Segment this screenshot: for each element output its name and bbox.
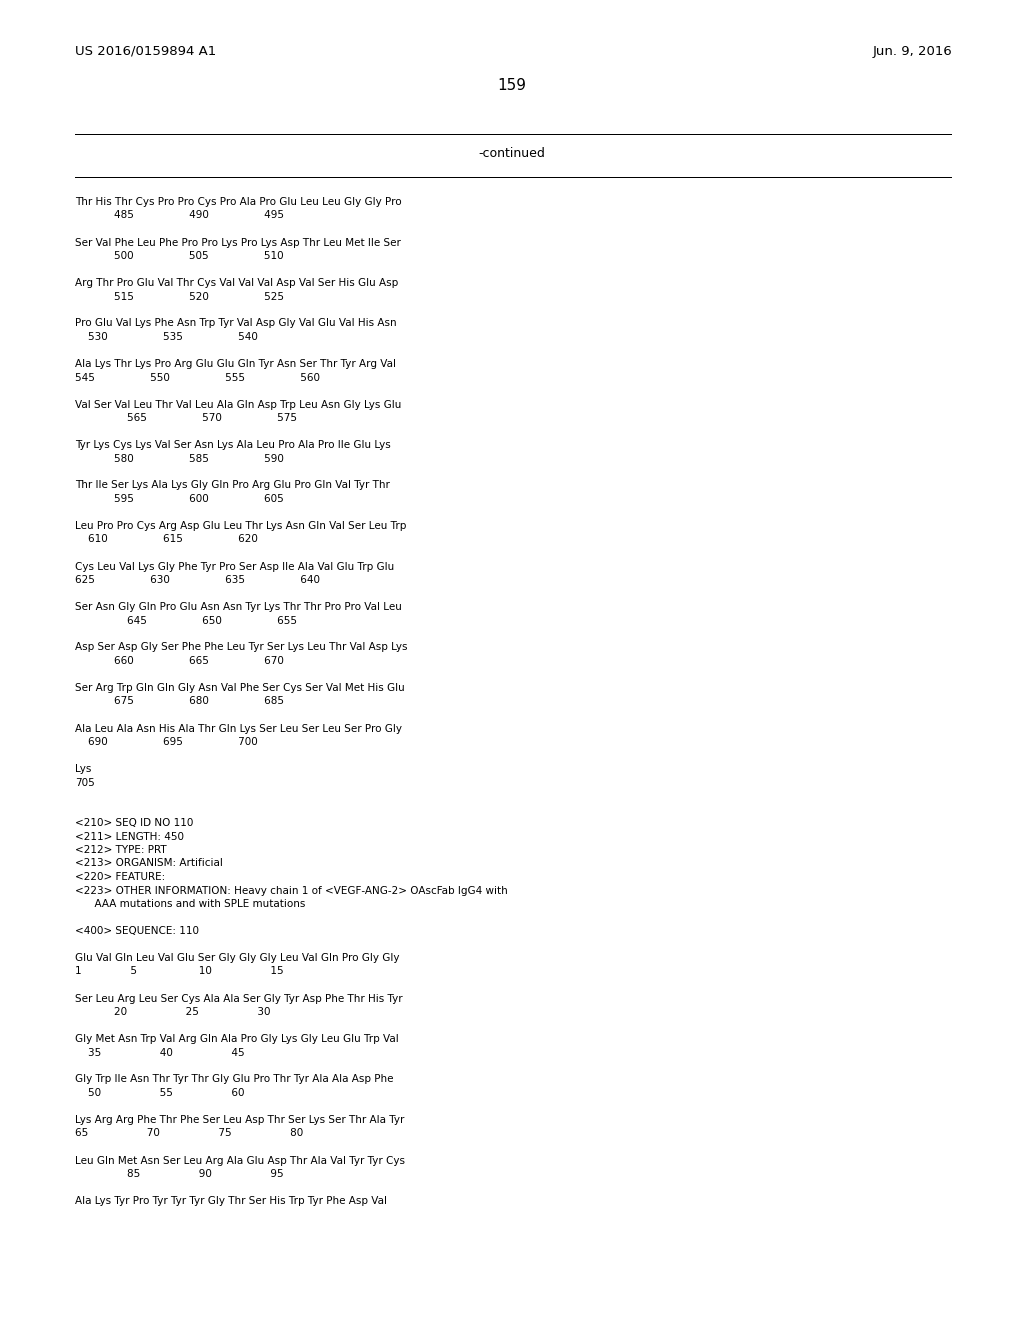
Text: Thr His Thr Cys Pro Pro Cys Pro Ala Pro Glu Leu Leu Gly Gly Pro: Thr His Thr Cys Pro Pro Cys Pro Ala Pro … [75,197,401,207]
Text: 645                 650                 655: 645 650 655 [75,615,297,626]
Text: 159: 159 [498,78,526,92]
Text: Ala Lys Thr Lys Pro Arg Glu Glu Gln Tyr Asn Ser Thr Tyr Arg Val: Ala Lys Thr Lys Pro Arg Glu Glu Gln Tyr … [75,359,396,370]
Text: 675                 680                 685: 675 680 685 [75,697,284,706]
Text: <210> SEQ ID NO 110: <210> SEQ ID NO 110 [75,818,194,828]
Text: Tyr Lys Cys Lys Val Ser Asn Lys Ala Leu Pro Ala Pro Ile Glu Lys: Tyr Lys Cys Lys Val Ser Asn Lys Ala Leu … [75,440,391,450]
Text: 500                 505                 510: 500 505 510 [75,251,284,261]
Text: 705: 705 [75,777,95,788]
Text: 1               5                   10                  15: 1 5 10 15 [75,966,284,977]
Text: Gly Trp Ile Asn Thr Tyr Thr Gly Glu Pro Thr Tyr Ala Ala Asp Phe: Gly Trp Ile Asn Thr Tyr Thr Gly Glu Pro … [75,1074,393,1085]
Text: Lys Arg Arg Phe Thr Phe Ser Leu Asp Thr Ser Lys Ser Thr Ala Tyr: Lys Arg Arg Phe Thr Phe Ser Leu Asp Thr … [75,1115,404,1125]
Text: -continued: -continued [478,147,546,160]
Text: 580                 585                 590: 580 585 590 [75,454,284,463]
Text: Asp Ser Asp Gly Ser Phe Phe Leu Tyr Ser Lys Leu Thr Val Asp Lys: Asp Ser Asp Gly Ser Phe Phe Leu Tyr Ser … [75,643,408,652]
Text: AAA mutations and with SPLE mutations: AAA mutations and with SPLE mutations [75,899,305,909]
Text: Cys Leu Val Lys Gly Phe Tyr Pro Ser Asp Ile Ala Val Glu Trp Glu: Cys Leu Val Lys Gly Phe Tyr Pro Ser Asp … [75,561,394,572]
Text: Ala Lys Tyr Pro Tyr Tyr Tyr Gly Thr Ser His Trp Tyr Phe Asp Val: Ala Lys Tyr Pro Tyr Tyr Tyr Gly Thr Ser … [75,1196,387,1206]
Text: Thr Ile Ser Lys Ala Lys Gly Gln Pro Arg Glu Pro Gln Val Tyr Thr: Thr Ile Ser Lys Ala Lys Gly Gln Pro Arg … [75,480,390,491]
Text: Lys: Lys [75,764,91,774]
Text: 485                 490                 495: 485 490 495 [75,210,284,220]
Text: <212> TYPE: PRT: <212> TYPE: PRT [75,845,167,855]
Text: Pro Glu Val Lys Phe Asn Trp Tyr Val Asp Gly Val Glu Val His Asn: Pro Glu Val Lys Phe Asn Trp Tyr Val Asp … [75,318,396,329]
Text: Jun. 9, 2016: Jun. 9, 2016 [872,45,952,58]
Text: 35                  40                  45: 35 40 45 [75,1048,245,1057]
Text: Leu Pro Pro Cys Arg Asp Glu Leu Thr Lys Asn Gln Val Ser Leu Trp: Leu Pro Pro Cys Arg Asp Glu Leu Thr Lys … [75,521,407,531]
Text: 690                 695                 700: 690 695 700 [75,737,258,747]
Text: Val Ser Val Leu Thr Val Leu Ala Gln Asp Trp Leu Asn Gly Lys Glu: Val Ser Val Leu Thr Val Leu Ala Gln Asp … [75,400,401,409]
Text: <213> ORGANISM: Artificial: <213> ORGANISM: Artificial [75,858,223,869]
Text: <220> FEATURE:: <220> FEATURE: [75,873,165,882]
Text: Ser Leu Arg Leu Ser Cys Ala Ala Ser Gly Tyr Asp Phe Thr His Tyr: Ser Leu Arg Leu Ser Cys Ala Ala Ser Gly … [75,994,402,1003]
Text: 565                 570                 575: 565 570 575 [75,413,297,422]
Text: Ala Leu Ala Asn His Ala Thr Gln Lys Ser Leu Ser Leu Ser Pro Gly: Ala Leu Ala Asn His Ala Thr Gln Lys Ser … [75,723,402,734]
Text: 660                 665                 670: 660 665 670 [75,656,284,667]
Text: <211> LENGTH: 450: <211> LENGTH: 450 [75,832,184,842]
Text: Glu Val Gln Leu Val Glu Ser Gly Gly Gly Leu Val Gln Pro Gly Gly: Glu Val Gln Leu Val Glu Ser Gly Gly Gly … [75,953,399,964]
Text: 530                 535                 540: 530 535 540 [75,333,258,342]
Text: 65                  70                  75                  80: 65 70 75 80 [75,1129,303,1138]
Text: 50                  55                  60: 50 55 60 [75,1088,245,1098]
Text: 20                  25                  30: 20 25 30 [75,1007,270,1016]
Text: US 2016/0159894 A1: US 2016/0159894 A1 [75,45,216,58]
Text: 515                 520                 525: 515 520 525 [75,292,284,301]
Text: <400> SEQUENCE: 110: <400> SEQUENCE: 110 [75,927,199,936]
Text: 85                  90                  95: 85 90 95 [75,1170,284,1179]
Text: 595                 600                 605: 595 600 605 [75,494,284,504]
Text: Arg Thr Pro Glu Val Thr Cys Val Val Val Asp Val Ser His Glu Asp: Arg Thr Pro Glu Val Thr Cys Val Val Val … [75,279,398,288]
Text: Ser Val Phe Leu Phe Pro Pro Lys Pro Lys Asp Thr Leu Met Ile Ser: Ser Val Phe Leu Phe Pro Pro Lys Pro Lys … [75,238,400,248]
Text: 545                 550                 555                 560: 545 550 555 560 [75,372,319,383]
Text: 625                 630                 635                 640: 625 630 635 640 [75,576,319,585]
Text: Gly Met Asn Trp Val Arg Gln Ala Pro Gly Lys Gly Leu Glu Trp Val: Gly Met Asn Trp Val Arg Gln Ala Pro Gly … [75,1034,398,1044]
Text: <223> OTHER INFORMATION: Heavy chain 1 of <VEGF-ANG-2> OAscFab IgG4 with: <223> OTHER INFORMATION: Heavy chain 1 o… [75,886,508,895]
Text: Ser Arg Trp Gln Gln Gly Asn Val Phe Ser Cys Ser Val Met His Glu: Ser Arg Trp Gln Gln Gly Asn Val Phe Ser … [75,682,404,693]
Text: Leu Gln Met Asn Ser Leu Arg Ala Glu Asp Thr Ala Val Tyr Tyr Cys: Leu Gln Met Asn Ser Leu Arg Ala Glu Asp … [75,1155,406,1166]
Text: Ser Asn Gly Gln Pro Glu Asn Asn Tyr Lys Thr Thr Pro Pro Val Leu: Ser Asn Gly Gln Pro Glu Asn Asn Tyr Lys … [75,602,401,612]
Text: 610                 615                 620: 610 615 620 [75,535,258,544]
